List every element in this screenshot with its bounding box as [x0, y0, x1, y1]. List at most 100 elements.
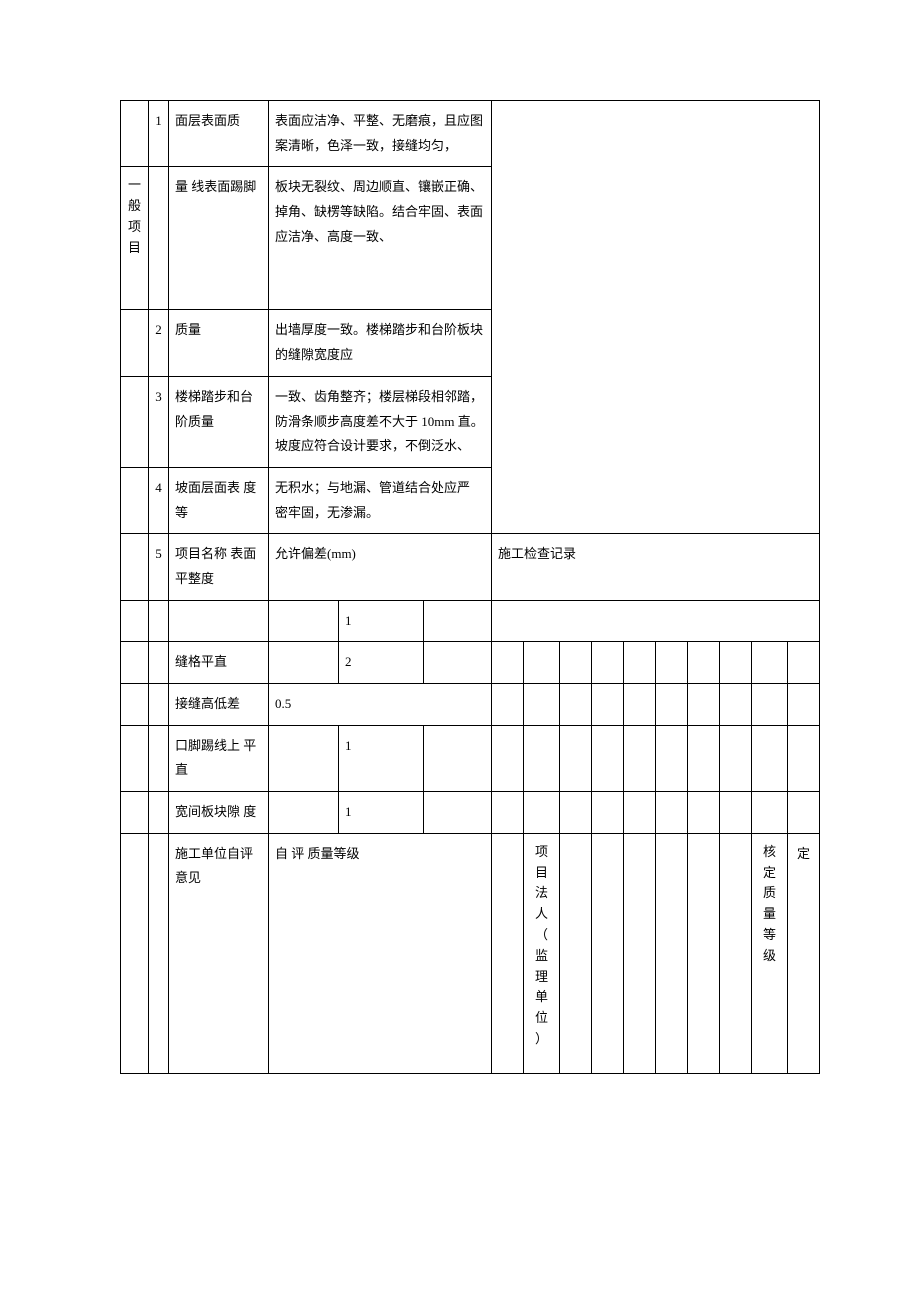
table-row: 1 面层表面质 表面应洁净、平整、无磨痕，且应图案清晰，色泽一致，接缝均匀，: [121, 101, 820, 167]
item-name: 项目名称 表面平整度: [169, 534, 269, 600]
section-label: 一般项目: [121, 167, 149, 310]
record-cell: [688, 642, 720, 684]
record-cell: [624, 642, 656, 684]
item-name: 接缝高低差: [169, 684, 269, 726]
record-cell: [524, 792, 560, 834]
record-cell: [560, 684, 592, 726]
section-cell: [121, 467, 149, 533]
tol-c: [424, 600, 492, 642]
row-number: [149, 792, 169, 834]
item-name: 口脚踢线上 平直: [169, 725, 269, 791]
record-cell: [688, 725, 720, 791]
record-cell: [492, 725, 524, 791]
record-cell: [752, 792, 788, 834]
section-cell: [121, 725, 149, 791]
item-spec: 出墙厚度一致。楼梯踏步和台阶板块的缝隙宽度应: [269, 310, 492, 376]
row-number: 1: [149, 101, 169, 167]
tol-a: [269, 642, 339, 684]
tol-a: [269, 792, 339, 834]
record-cell: [656, 792, 688, 834]
row-number: [149, 167, 169, 310]
record-cell: [592, 833, 624, 1073]
record-cell: [752, 684, 788, 726]
table-row: 宽间板块隙 度 1: [121, 792, 820, 834]
record-cell: [656, 725, 688, 791]
section-cell: [121, 310, 149, 376]
item-name: 施工单位自评意见: [169, 833, 269, 1073]
record-cell: [720, 792, 752, 834]
row-number: 3: [149, 376, 169, 467]
record-cell: [624, 833, 656, 1073]
fixed-char: 定: [788, 833, 820, 1073]
record-cell: [720, 833, 752, 1073]
record-cell: [592, 642, 624, 684]
item-spec: 0.5: [269, 684, 492, 726]
record-cell: [560, 792, 592, 834]
item-name: 宽间板块隙 度: [169, 792, 269, 834]
item-name: 楼梯踏步和台阶质量: [169, 376, 269, 467]
record-cell: [752, 642, 788, 684]
table-row: 5 项目名称 表面平整度 允许偏差(mm) 施工检查记录: [121, 534, 820, 600]
tol-c: [424, 792, 492, 834]
record-cell: [788, 642, 820, 684]
tol-b: 1: [339, 725, 424, 791]
record-cell: [688, 833, 720, 1073]
record-cell: [592, 792, 624, 834]
record-cell: [788, 792, 820, 834]
record-cell: [656, 833, 688, 1073]
record-cell: [788, 725, 820, 791]
tol-c: [424, 642, 492, 684]
section-cell: [121, 684, 149, 726]
row-number: [149, 725, 169, 791]
row-number: 5: [149, 534, 169, 600]
row-number: [149, 833, 169, 1073]
record-header: 施工检查记录: [492, 534, 820, 600]
table-row: 口脚踢线上 平直 1: [121, 725, 820, 791]
section-cell: [121, 833, 149, 1073]
record-cell: [524, 684, 560, 726]
item-name: 质量: [169, 310, 269, 376]
table-row: 缝格平直 2: [121, 642, 820, 684]
row-number: [149, 642, 169, 684]
tol-a: [269, 725, 339, 791]
section-cell: [121, 376, 149, 467]
record-cell: [524, 725, 560, 791]
verify-grade-col: 核定质量等级: [752, 833, 788, 1073]
item-spec: 允许偏差(mm): [269, 534, 492, 600]
record-cell: [688, 792, 720, 834]
record-cell: [492, 792, 524, 834]
section-cell: [121, 534, 149, 600]
record-cell: [560, 725, 592, 791]
record-cell: [720, 642, 752, 684]
record-cell: [492, 600, 820, 642]
record-cell: [592, 725, 624, 791]
item-spec: 无积水；与地漏、管道结合处应严 密牢固，无渗漏。: [269, 467, 492, 533]
section-cell: [121, 101, 149, 167]
section-cell: [121, 600, 149, 642]
row-number: 4: [149, 467, 169, 533]
section-cell: [121, 642, 149, 684]
item-name: 量 线表面踢脚: [169, 167, 269, 310]
item-spec: 板块无裂纹、周边顺直、镶嵌正确、掉角、缺楞等缺陷。结合牢固、表面应洁净、高度一致…: [269, 167, 492, 310]
record-cell: [492, 833, 524, 1073]
record-cell: [592, 684, 624, 726]
record-cell: [788, 684, 820, 726]
blank-area: [492, 101, 820, 534]
tol-a: [269, 600, 339, 642]
record-cell: [688, 684, 720, 726]
record-cell: [656, 684, 688, 726]
item-name: [169, 600, 269, 642]
item-name: 缝格平直: [169, 642, 269, 684]
item-spec: 自 评 质量等级: [269, 833, 492, 1073]
tol-c: [424, 725, 492, 791]
table-row: 1: [121, 600, 820, 642]
record-cell: [720, 725, 752, 791]
record-cell: [656, 642, 688, 684]
record-cell: [624, 725, 656, 791]
record-cell: [560, 642, 592, 684]
table-row: 接缝高低差 0.5: [121, 684, 820, 726]
record-cell: [560, 833, 592, 1073]
table-row: 施工单位自评意见 自 评 质量等级 项目法人（监理单位） 核定质量等级 定: [121, 833, 820, 1073]
row-number: 2: [149, 310, 169, 376]
record-cell: [624, 684, 656, 726]
